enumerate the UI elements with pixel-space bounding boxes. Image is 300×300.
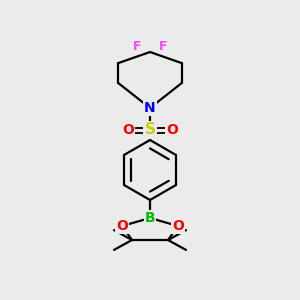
Text: S: S xyxy=(145,122,155,137)
Text: N: N xyxy=(144,101,156,115)
Text: F: F xyxy=(133,40,141,53)
Text: O: O xyxy=(172,219,184,233)
Text: O: O xyxy=(116,219,128,233)
Text: B: B xyxy=(145,211,155,225)
Text: F: F xyxy=(159,40,167,53)
Text: O: O xyxy=(166,123,178,137)
Text: O: O xyxy=(122,123,134,137)
